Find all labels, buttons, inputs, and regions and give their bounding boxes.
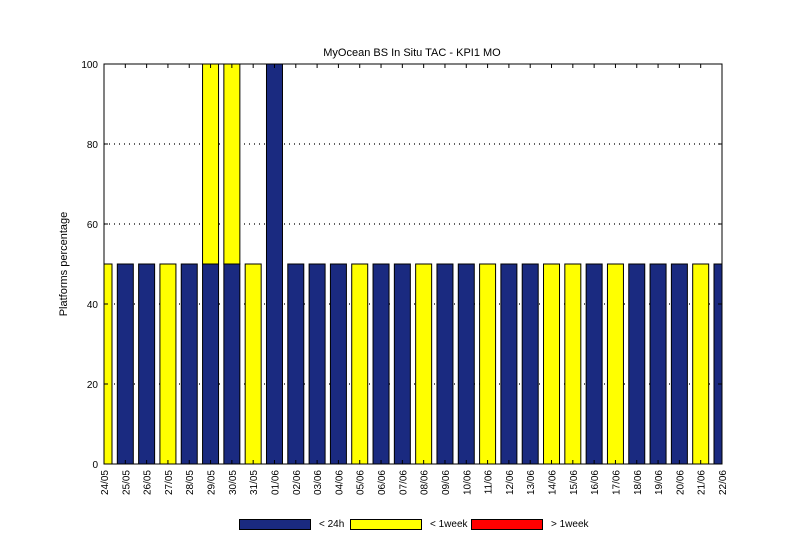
y-tick-label: 0	[92, 460, 98, 471]
bar-10-06-series-0	[457, 263, 475, 464]
x-tick-label: 09/06	[441, 470, 452, 495]
bar-15-06-series-1	[564, 263, 582, 464]
legend: < 24h < 1week > 1week	[0, 519, 799, 535]
bar-08-06-series-1	[415, 263, 433, 464]
x-tick-label: 06/06	[377, 470, 388, 495]
bar-29-05-series-1	[202, 64, 220, 265]
bar-21-06-series-1	[692, 263, 710, 464]
bar-14-06-series-1	[543, 263, 561, 464]
bar-24-05-series-1	[104, 263, 113, 464]
bar-02-06-series-0	[287, 263, 305, 464]
y-tick-label: 80	[87, 140, 99, 151]
y-tick-label: 40	[87, 300, 99, 311]
legend-item-lt24h: < 24h	[239, 519, 344, 530]
bar-13-06-series-0	[521, 263, 539, 464]
x-tick-label: 04/06	[334, 470, 345, 495]
bar-11-06-series-1	[479, 263, 497, 464]
plot-frame	[103, 63, 723, 465]
bar-25-05-series-0	[116, 263, 134, 464]
x-tick-label: 01/06	[270, 470, 281, 495]
bar-06-06-series-0	[372, 263, 390, 464]
x-tick-label: 24/05	[100, 470, 111, 495]
x-tick-label: 13/06	[526, 470, 537, 495]
chart-title: MyOcean BS In Situ TAC - KPI1 MO	[323, 47, 501, 59]
bar-05-06-series-1	[351, 263, 369, 464]
bar-09-06-series-0	[436, 263, 454, 464]
legend-item-gt1week: > 1week	[471, 519, 589, 530]
axes-layer: 0 20 40 60 80 100 24/05 25/05 26/05 27/05 28/05 29/…	[81, 60, 729, 495]
bar-26-05-series-0	[138, 263, 156, 464]
bar-03-06-series-0	[308, 263, 326, 464]
x-tick-label: 22/06	[718, 470, 729, 495]
x-tick-label: 08/06	[420, 470, 431, 495]
bar-07-06-series-0	[393, 263, 411, 464]
bar-01-06-series-0	[265, 64, 283, 464]
x-tick-label: 14/06	[548, 470, 559, 495]
x-tick-label: 15/06	[569, 470, 580, 495]
bar-27-05-series-1	[159, 263, 177, 464]
bars-layer	[104, 64, 722, 464]
x-tick-label: 17/06	[611, 470, 622, 495]
x-tick-label: 27/05	[164, 470, 175, 495]
y-tick-label: 60	[87, 220, 99, 231]
y-tick-label: 100	[81, 60, 98, 71]
x-tick-label: 16/06	[590, 470, 601, 495]
bar-29-05-series-0	[202, 263, 220, 464]
x-tick-label: 07/06	[398, 470, 409, 495]
x-tick-label: 30/05	[228, 470, 239, 495]
x-tick-label: 31/05	[249, 470, 260, 495]
legend-swatch-gt1week	[471, 519, 543, 530]
bar-30-05-series-0	[223, 263, 241, 464]
x-tick-label: 12/06	[505, 470, 516, 495]
legend-swatch-lt24h	[239, 519, 311, 530]
y-tick-label: 20	[87, 380, 99, 391]
bar-18-06-series-0	[628, 263, 646, 464]
legend-label-gt1week: > 1week	[551, 519, 589, 530]
bar-20-06-series-0	[670, 263, 688, 464]
bar-16-06-series-0	[585, 263, 603, 464]
x-tick-label: 03/06	[313, 470, 324, 495]
legend-swatch-lt1week	[350, 519, 422, 530]
x-tick-label: 11/06	[484, 470, 495, 495]
bar-30-05-series-1	[223, 64, 241, 265]
x-tick-label: 19/06	[654, 470, 665, 495]
legend-label-lt1week: < 1week	[430, 519, 468, 530]
x-tick-label: 20/06	[675, 470, 686, 495]
bar-12-06-series-0	[500, 263, 518, 464]
x-tick-label: 21/06	[697, 470, 708, 495]
y-axis-label: Platforms percentage	[58, 212, 70, 317]
bar-28-05-series-0	[180, 263, 198, 464]
x-tick-label: 26/05	[143, 470, 154, 495]
bar-19-06-series-0	[649, 263, 667, 464]
x-tick-label: 10/06	[462, 470, 473, 495]
legend-label-lt24h: < 24h	[319, 519, 345, 530]
x-tick-label: 29/05	[207, 470, 218, 495]
x-tick-label: 25/05	[121, 470, 132, 495]
bar-17-06-series-1	[606, 263, 624, 464]
x-tick-label: 02/06	[292, 470, 303, 495]
bar-31-05-series-1	[244, 263, 262, 464]
x-tick-label: 05/06	[356, 470, 367, 495]
x-tick-label: 18/06	[633, 470, 644, 495]
x-tick-label: 28/05	[185, 470, 196, 495]
legend-item-lt1week: < 1week	[350, 519, 468, 530]
bar-22-06-series-0	[713, 263, 722, 464]
bar-04-06-series-0	[329, 263, 347, 464]
